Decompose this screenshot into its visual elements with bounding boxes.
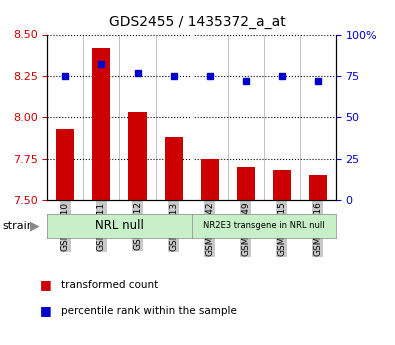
Bar (165, 137, 182, 200)
Bar (237, 167, 255, 200)
Text: GDS2455 / 1435372_a_at: GDS2455 / 1435372_a_at (109, 16, 286, 29)
Text: percentile rank within the sample: percentile rank within the sample (61, 306, 237, 315)
Text: ■: ■ (40, 278, 51, 291)
Text: strain: strain (2, 221, 34, 231)
Bar (201, 159, 218, 200)
Bar (309, 175, 327, 200)
Bar (128, 112, 147, 200)
Bar (273, 170, 291, 200)
Text: ▶: ▶ (30, 219, 39, 233)
Text: ■: ■ (40, 304, 51, 317)
Text: NRL null: NRL null (95, 219, 144, 233)
Bar (92, 48, 111, 200)
Text: transformed count: transformed count (61, 280, 158, 289)
Bar (56, 129, 74, 200)
Text: NR2E3 transgene in NRL null: NR2E3 transgene in NRL null (203, 221, 324, 230)
